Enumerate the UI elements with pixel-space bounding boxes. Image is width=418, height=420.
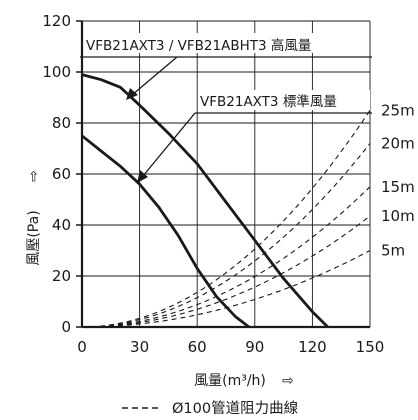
fan-curves — [81, 73, 329, 329]
duct-curve-20m-5 — [81, 143, 371, 328]
legend: Ø100管道阻力曲線 — [122, 400, 298, 417]
curve-labels: 5m 10m 15m 20m 25m — [381, 101, 415, 259]
curve-label-10m: 10m — [381, 207, 415, 225]
annotation-standard-flow-leader — [142, 112, 196, 177]
duct-curve-15m-4 — [82, 186, 371, 328]
curve-label-25m: 25m — [381, 101, 415, 119]
x-tick-label-4: 120 — [298, 338, 327, 356]
tick-labels: 0 20 40 60 80 100 120 0 30 60 90 120 150 — [42, 12, 384, 356]
axes — [76, 20, 370, 329]
annotation-high-flow-leader — [131, 56, 178, 96]
y-tick-label-2: 40 — [52, 216, 71, 234]
x-axis-title-text: 風量(m³/h) — [194, 373, 266, 389]
y-tick-label-3: 60 — [52, 165, 71, 183]
x-tick-label-3: 90 — [245, 338, 264, 356]
y-tick-label-4: 80 — [52, 114, 71, 132]
x-tick-label-0: 0 — [77, 338, 87, 356]
annotation-standard-flow-text: VFB21AXT3 標準風量 — [200, 94, 337, 110]
x-tick-label-1: 30 — [130, 338, 149, 356]
x-axis-title: 風量(m³/h) ⇨ — [194, 373, 294, 389]
x-tick-label-5: 150 — [356, 338, 385, 356]
grid-lines — [81, 20, 371, 328]
annotation-high-flow-arrowhead — [126, 88, 138, 100]
duct-resistance-curves — [81, 109, 371, 328]
annotation-high-flow-text: VFB21AXT3 / VFB21ABHT3 高風量 — [86, 37, 311, 54]
curve-label-20m: 20m — [381, 134, 415, 152]
duct-curve-10m-3 — [82, 215, 371, 328]
annotation-high-flow: VFB21AXT3 / VFB21ABHT3 高風量 — [80, 33, 372, 100]
x-axis-arrow-icon: ⇨ — [282, 373, 294, 389]
annotation-standard-flow-arrowhead — [137, 170, 148, 183]
y-axis-arrow-icon: ⇨ — [26, 170, 42, 182]
x-tick-label-2: 60 — [188, 338, 207, 356]
fan-curve-vfb21axt3-1 — [81, 134, 250, 329]
legend-text: Ø100管道阻力曲線 — [172, 400, 298, 417]
fan-curve-vfb21axt3-vfb21abht3-0 — [81, 73, 329, 328]
y-tick-label-5: 100 — [42, 63, 71, 81]
y-tick-label-0: 0 — [61, 318, 71, 336]
y-axis-title-text: 風壓(Pa) — [26, 210, 42, 265]
curve-label-15m: 15m — [381, 178, 415, 196]
curve-label-5m: 5m — [381, 242, 405, 260]
duct-curve-25m-6 — [81, 109, 371, 328]
y-axis-title: 風壓(Pa) ⇨ — [26, 170, 42, 266]
y-tick-label-1: 20 — [52, 267, 71, 285]
duct-curve-5m-2 — [82, 250, 371, 328]
annotation-standard-flow: VFB21AXT3 標準風量 — [137, 90, 372, 183]
y-tick-label-6: 120 — [42, 12, 71, 30]
